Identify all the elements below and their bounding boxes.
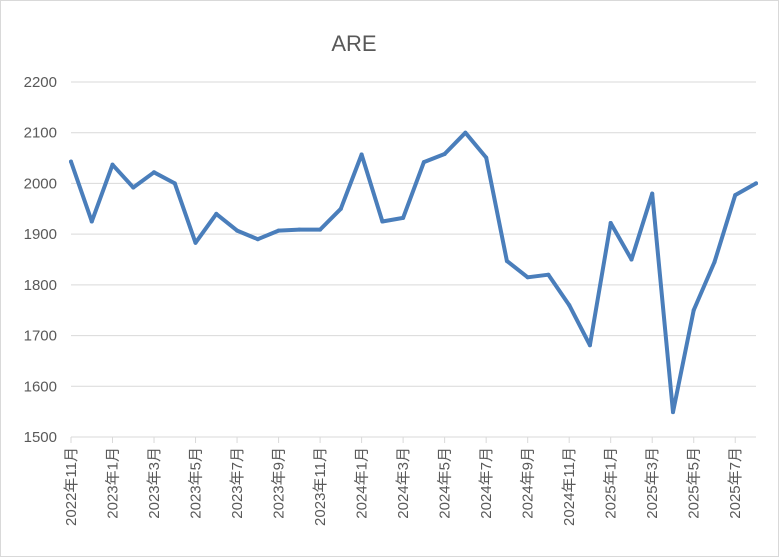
data-point xyxy=(235,228,240,233)
gridlines xyxy=(71,81,756,387)
data-point xyxy=(442,152,447,157)
data-point xyxy=(338,206,343,211)
y-tick-label: 1800 xyxy=(24,277,57,294)
y-tick-label: 1500 xyxy=(24,429,57,446)
data-point xyxy=(463,130,468,135)
data-point xyxy=(712,260,717,265)
x-tick-label: 2023年1月 xyxy=(105,447,122,519)
y-axis-tick-labels: 1500 1600 1700 1800 1900 2000 2100 2200 xyxy=(24,74,57,446)
data-point xyxy=(691,308,696,313)
x-tick-label: 2025年5月 xyxy=(686,447,703,519)
data-point xyxy=(525,275,530,280)
data-point xyxy=(504,259,509,264)
y-tick-label: 1900 xyxy=(24,226,57,243)
y-tick-label: 2100 xyxy=(24,125,57,142)
data-point xyxy=(401,215,406,220)
data-point xyxy=(152,170,157,175)
x-tick-label: 2024年3月 xyxy=(395,447,412,519)
data-point xyxy=(670,410,675,415)
x-tick-label: 2023年3月 xyxy=(146,447,163,519)
x-tick-label: 2024年11月 xyxy=(561,447,578,526)
data-point xyxy=(546,272,551,277)
x-tick-label: 2024年9月 xyxy=(520,447,537,519)
data-point xyxy=(214,211,219,216)
chart-title: ARE xyxy=(331,31,376,56)
data-point xyxy=(276,228,281,233)
data-point xyxy=(421,160,426,165)
y-tick-label: 2000 xyxy=(24,175,57,192)
data-point xyxy=(754,181,758,186)
data-point xyxy=(380,219,385,224)
x-tick-label: 2025年3月 xyxy=(644,447,661,519)
x-tick-label: 2023年7月 xyxy=(229,447,246,519)
x-tick-label: 2024年1月 xyxy=(354,447,371,519)
x-tick-label: 2024年7月 xyxy=(478,447,495,519)
x-tick-label: 2023年5月 xyxy=(188,447,205,519)
data-point xyxy=(193,240,198,245)
data-point xyxy=(110,162,115,167)
x-tick-label: 2023年11月 xyxy=(312,447,329,526)
x-tick-label: 2024年5月 xyxy=(437,447,454,519)
x-tick-label: 2025年1月 xyxy=(603,447,620,519)
data-point xyxy=(69,159,73,164)
data-point xyxy=(318,227,323,232)
data-point xyxy=(567,303,572,308)
data-point xyxy=(608,220,613,225)
data-point xyxy=(650,191,655,196)
data-point xyxy=(629,257,634,262)
data-point xyxy=(587,343,592,348)
data-point xyxy=(484,155,489,160)
y-tick-label: 1600 xyxy=(24,378,57,395)
x-axis-tick-labels: 2022年11月 2023年1月 2023年3月 2023年5月 2023年7月 2023… xyxy=(63,447,744,526)
x-tick-label: 2023年9月 xyxy=(271,447,288,519)
y-tick-label: 2200 xyxy=(24,74,57,91)
data-point xyxy=(172,181,177,186)
data-point xyxy=(359,152,364,157)
series-line-0 xyxy=(69,130,758,415)
data-point xyxy=(733,193,738,198)
data-point xyxy=(297,227,302,232)
x-axis xyxy=(70,436,756,443)
series-layer xyxy=(69,130,758,415)
data-point xyxy=(131,185,136,190)
data-point xyxy=(89,219,94,224)
x-tick-label: 2025年7月 xyxy=(727,447,744,519)
data-point xyxy=(255,237,260,242)
y-tick-label: 1700 xyxy=(24,328,57,345)
x-tick-label: 2022年11月 xyxy=(63,447,80,526)
